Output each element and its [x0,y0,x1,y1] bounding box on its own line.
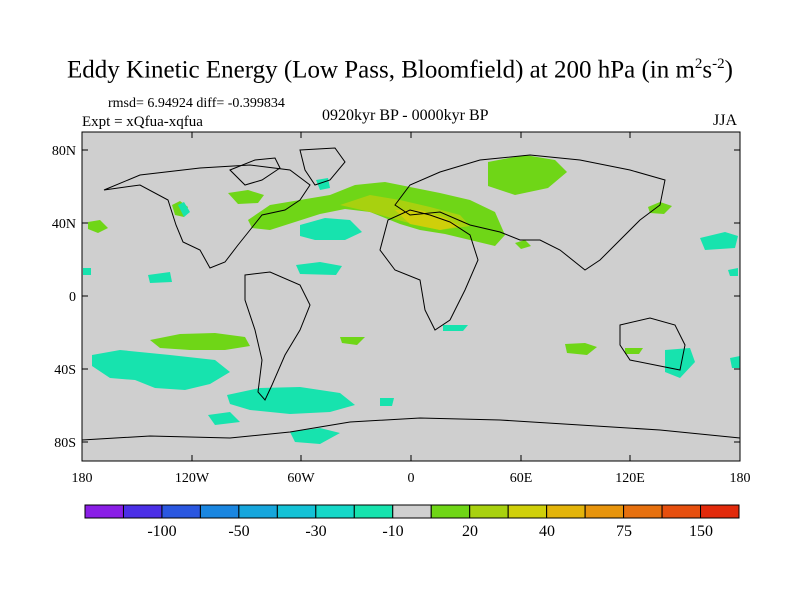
colorbar-swatch [507,504,548,519]
africa-outline [379,209,479,331]
colorbar-swatch [84,504,124,519]
x-tick-0: 0 [408,471,415,486]
colorbar-swatch [315,504,355,519]
australia-outline [619,317,686,371]
colorbar-swatch [276,504,317,519]
green-region-pacific [88,220,108,233]
tick-marks [81,132,741,461]
cyan-region-pacific-east [728,268,738,276]
colorbar-label-75: 75 [616,523,632,540]
y-tick-40s: 40S [54,363,76,378]
colorbar-swatch [353,504,394,519]
colorbar-label-minus-100: -100 [147,523,176,540]
greenland-outline [299,147,346,186]
colorbar-swatch [238,504,278,519]
cyan-region-tropical-atlantic [296,262,342,275]
green-region-australia [625,348,643,354]
cyan-region-madagascar [443,325,468,331]
cyan-region-rockies [178,202,190,217]
cyan-region-antarctic [290,428,340,444]
colorbar-label-20: 20 [462,523,478,540]
experiment-label: Expt = xQfua-xqfua [82,114,203,130]
cyan-region-west-edge [83,268,91,275]
cyan-region-north-atlantic [300,218,362,240]
colorbar-swatch [122,504,163,519]
x-axis-labels: 180 120W 60W 0 60E 120E 180 [72,471,751,486]
green-region-siberia [488,155,567,195]
y-axis-labels: 80N 40N 0 40S 80S [52,144,76,451]
green-region-south-pacific [150,333,250,350]
colorbar-swatch [661,504,702,519]
colorbar-swatch [392,504,432,519]
x-tick-120w: 120W [175,471,210,486]
colorbar-swatch [199,504,240,519]
x-tick-60w: 60W [287,471,315,486]
green-region-atlantic-eurasia [248,182,505,246]
colorbar-label-minus-30: -30 [305,523,326,540]
green-region-japan [648,202,672,214]
eurasia-outline [394,154,666,271]
colorbar-label-150: 150 [689,523,713,540]
north-america-outline [103,164,311,269]
colorbar-swatch [546,504,586,519]
colorbar-swatch [623,504,663,519]
colorbar-swatch [161,504,201,519]
cyan-region-southeast-pacific [730,356,740,368]
antarctica-outline [81,417,741,441]
colorbar-swatch [584,504,625,519]
green-region-central-asia [515,240,531,249]
period-label: 0920kyr BP - 0000kyr BP [322,107,489,124]
season-label: JJA [713,112,738,129]
rmsd-stats: rmsd= 6.94924 diff= -0.399834 [108,96,285,111]
y-tick-0: 0 [69,290,76,305]
y-tick-80n: 80N [52,144,76,159]
x-tick-120e: 120E [615,471,645,486]
green-region-indian-ocean [565,343,597,355]
cyan-region-east-pacific [148,272,172,283]
plot-title: Eddy Kinetic Energy (Low Pass, Bloomfiel… [67,56,733,84]
colorbar-label-minus-50: -50 [228,523,249,540]
coastlines [81,147,741,441]
arctic-islands-outline [229,157,281,186]
colorbar-label-minus-10: -10 [382,523,403,540]
colorbar-swatch [469,504,509,519]
cyan-region-south-atlantic [380,398,394,406]
cyan-region-north-pacific [700,232,738,250]
colorbar-labels: -100 -50 -30 -10 20 40 75 150 [147,523,713,540]
colorbar-swatch [430,504,471,519]
green-region-north-america [228,190,264,204]
colorbar-swatch [700,504,740,519]
y-tick-80s: 80S [54,436,76,451]
cyan-region-south-pacific [92,350,230,390]
y-tick-40n: 40N [52,217,76,232]
cyan-region-tasman [665,348,695,378]
colorbar-label-40: 40 [539,523,555,540]
south-america-outline [244,271,311,401]
cyan-region-southern-ocean [208,412,240,425]
colorbar [84,504,740,519]
x-tick-180-west: 180 [72,471,93,486]
x-tick-180-east: 180 [730,471,751,486]
green-region-south-atlantic [340,337,365,345]
x-tick-60e: 60E [510,471,533,486]
map-background [82,132,740,461]
